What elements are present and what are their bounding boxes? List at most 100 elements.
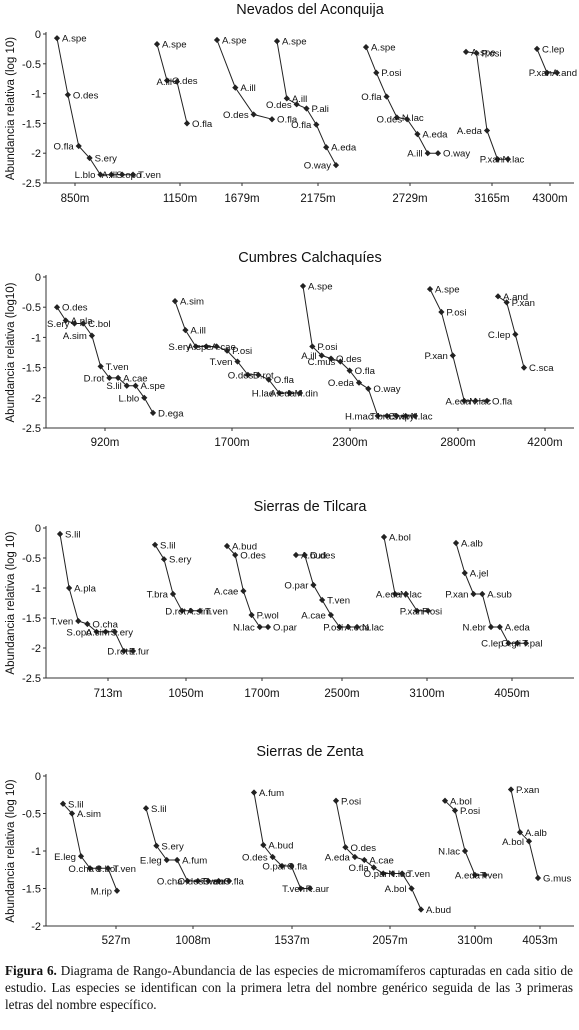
data-point [184,877,191,885]
species-label: S.opo [66,627,91,638]
species-label: A.bol [502,837,524,848]
data-point [268,116,276,123]
species-label: O.par [364,869,389,880]
species-label: A.and [552,68,577,79]
species-label: A.spe [435,285,460,296]
species-label: P.osi [232,346,252,357]
x-category-label: 850m [61,193,90,205]
caption-text: Diagrama de Rango-Abundancia de las espe… [5,963,573,1012]
species-label: C.lep [488,330,510,341]
species-label: T.ven [138,170,161,181]
species-label: P.xan [516,785,539,796]
species-label: N.lac [388,869,410,880]
data-point [424,607,432,614]
species-label: T.ven [210,357,233,368]
data-point [120,647,127,655]
y-axis-label: Abundancia relativa (log10) [5,282,17,422]
species-label: P.xan [529,68,552,79]
species-label: O.way [373,384,400,395]
species-label: A.ill [157,77,172,88]
species-label: A.spe [187,342,212,353]
species-label: A.sim [86,627,110,638]
data-point [393,412,400,420]
species-label: N.lac [503,155,525,166]
x-category-label: 3100m [457,935,492,947]
species-label: S.ery [161,841,184,852]
species-label: O.gli [501,639,521,650]
data-point [402,590,410,598]
data-point [462,48,470,55]
data-point [380,870,387,877]
species-label: O.way [304,161,331,172]
data-point [269,853,276,861]
data-point [424,150,431,157]
species-label: T.ven [106,362,129,373]
data-point [97,171,104,178]
data-point [173,78,181,85]
species-label: A.spe [308,282,333,293]
data-point [327,611,334,619]
species-label: D.rot [165,606,186,617]
data-point [97,363,104,370]
data-point [286,389,293,397]
y-tick-label: -0.5 [22,553,41,565]
data-point [399,870,406,877]
species-label: P.xan [400,606,423,617]
species-label: C.sca [529,363,554,374]
species-label: C.vip [388,411,410,422]
species-label: M.din [295,388,318,399]
species-label: O.fla [224,877,245,888]
x-category-label: 1050m [168,688,203,700]
data-point [264,623,272,631]
species-label: E.leg [140,856,162,867]
species-label: M.rip [91,886,112,897]
species-label: A.bol [450,796,472,807]
species-label: O.des [228,370,254,381]
data-point [362,44,370,51]
species-label: A.cae [123,373,148,384]
data-point [496,623,503,631]
data-point [514,640,521,647]
x-category-label: 1700m [244,688,279,700]
species-label: C.mus [308,357,336,368]
species-label: O.cha [68,864,94,875]
series-line [465,51,508,160]
series-line [429,288,487,402]
data-point [319,596,326,604]
species-label: O.fla [274,375,295,386]
x-category-label: 2175m [300,193,335,205]
species-label: O.way [443,149,470,160]
x-category-label: 1537m [274,935,309,947]
species-label: L.blo [75,170,96,181]
species-label: A.eda [376,590,402,601]
species-label: A.ill [301,351,316,362]
x-category-label: 920m [91,437,120,449]
y-tick-label: 0 [35,272,41,284]
data-point [533,45,541,52]
species-label: T.ven [205,606,228,617]
data-point [452,539,460,547]
species-label: D.ega [158,408,184,419]
species-label: P.osi [422,606,442,617]
species-label: C.lep [481,639,503,650]
data-point [71,320,78,327]
x-category-label: 1700m [214,437,249,449]
species-label: P.wol [257,611,279,622]
species-label: A.pla [74,584,97,595]
species-label: A.jel [470,569,489,580]
species-label: P.xan [425,351,448,362]
data-point [383,93,390,100]
species-label: O.des [223,110,249,121]
data-point [244,371,252,378]
y-tick-label: -2.5 [22,178,41,190]
data-point [553,69,561,76]
chart-panel: Sierras de Zenta 0 -0.5 -1 -1.5 -2 Abundancia … [5,744,574,947]
species-label: O.fla [361,92,382,103]
data-point [441,797,449,804]
y-tick-label: -0.5 [22,809,41,821]
data-point [119,171,126,178]
species-label: O.cha [157,877,183,888]
data-point [310,581,317,589]
species-label: A.eda [270,388,296,399]
species-label: S.ery [168,342,191,353]
